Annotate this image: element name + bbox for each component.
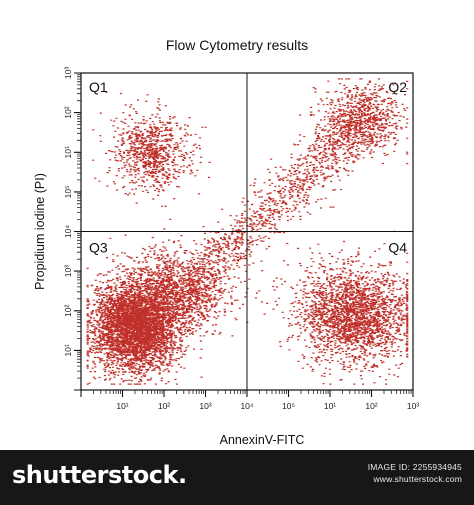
x-tick-label: 10¹ [324, 401, 336, 411]
quadrant-label-q1: Q1 [89, 79, 108, 95]
footer-bar: shutterstock. IMAGE ID: 2255934945 www.s… [0, 450, 474, 505]
y-tick-label: 10¹ [63, 146, 73, 158]
x-tick-label: 10¹ [116, 401, 128, 411]
y-major-ticks [74, 72, 81, 391]
x-tick-label: 10² [365, 401, 377, 411]
x-tick-label: 10³ [199, 401, 211, 411]
x-axis-label: AnnexinV-FITC [220, 433, 305, 447]
quadrant-labels: Q1 Q2 Q3 Q4 [89, 79, 407, 256]
y-minor-ticks [77, 74, 81, 379]
y-tick-label: 10⁴ [63, 225, 73, 238]
chart-title: Flow Cytometry results [166, 37, 308, 53]
x-tick-label: 10⁵ [282, 401, 295, 411]
x-tick-label: 10⁴ [240, 401, 253, 411]
flow-cytometry-chart: Flow Cytometry results 10¹10¹10²10²10³10… [33, 37, 420, 447]
site-url-text[interactable]: www.shutterstock.com [373, 474, 462, 484]
scatter-points [86, 78, 409, 385]
x-tick-label: 10² [158, 401, 170, 411]
y-tick-label: 10¹ [63, 344, 73, 356]
y-tick-label: 10⁵ [63, 185, 73, 198]
quadrant-label-q3: Q3 [89, 240, 108, 256]
y-axis-label: Propidium iodine (PI) [33, 173, 47, 290]
quadrant-label-q4: Q4 [388, 240, 407, 256]
x-minor-ticks [93, 390, 412, 394]
quadrant-label-q2: Q2 [388, 79, 407, 95]
x-tick-label: 10³ [407, 401, 419, 411]
brand-logo[interactable]: shutterstock. [12, 461, 187, 489]
axis-ticks: 10¹ 10¹ 10² 10² 10³ 10³ 10⁴ 10⁴ 10⁵ 10⁵ 10¹ 10¹ 10² 1… [63, 67, 419, 411]
y-tick-label: 10² [63, 304, 73, 316]
y-tick-label: 10² [63, 106, 73, 118]
y-tick-label: 10³ [63, 265, 73, 277]
scatter-point-cloud [86, 78, 409, 385]
quadrant-gate [81, 73, 413, 390]
x-major-ticks [80, 390, 414, 397]
image-meta: IMAGE ID: 2255934945 www.shutterstock.co… [368, 461, 462, 485]
y-tick-label: 10³ [63, 67, 73, 79]
image-id-text: IMAGE ID: 2255934945 [367, 462, 462, 472]
